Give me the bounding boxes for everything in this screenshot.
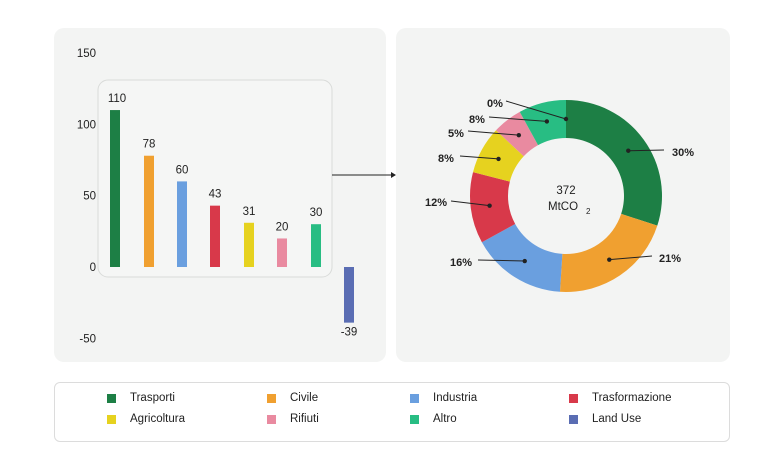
leader-line (450, 200, 490, 207)
donut-percent-label: 12% (425, 197, 447, 209)
bar-agricoltura (244, 222, 254, 267)
leader-dot (487, 203, 492, 208)
legend-label: Trasformazione (592, 392, 672, 404)
leader-dot (563, 116, 569, 122)
leader-dot (544, 119, 550, 124)
donut-slice-industria (481, 223, 563, 292)
legend-item-altro: Altro (410, 411, 457, 427)
leader-line (477, 259, 525, 262)
bar-rifiuti (277, 238, 287, 267)
bar-value-label: 31 (243, 206, 256, 218)
leader-line (628, 149, 665, 152)
donut-center-unit: MtCO (548, 201, 578, 213)
legend-item-trasformazione: Trasformazione (569, 390, 671, 406)
legend: Trasporti Civile Industria Trasformazion… (54, 382, 730, 442)
leader-dot (516, 132, 522, 138)
bar-land-use (344, 267, 354, 323)
donut-center-unit-subscript: 2 (586, 207, 591, 216)
y-tick-label: -50 (79, 333, 96, 345)
bar-value-label: -39 (341, 327, 358, 339)
donut-slice-trasformazione (470, 172, 516, 243)
donut-percent-label: 30% (672, 147, 694, 159)
bar-inset-frame (97, 79, 333, 278)
legend-swatch (569, 393, 578, 403)
donut-percent-label: 0% (487, 98, 503, 110)
legend-item-industria: Industria (410, 390, 477, 406)
legend-label: Altro (433, 413, 457, 425)
legend-item-civile: Civile (267, 390, 318, 406)
leader-line (488, 116, 547, 122)
bar-civile (144, 155, 154, 267)
bar-trasformazione (210, 205, 220, 267)
legend-swatch (569, 414, 578, 424)
leader-dot (496, 156, 501, 162)
legend-item-rifiuti: Rifiuti (267, 411, 319, 427)
donut-percent-label: 16% (450, 257, 472, 269)
donut-slice-trasporti (566, 100, 662, 226)
legend-swatch (107, 393, 116, 403)
leader-line (459, 155, 499, 160)
donut-slice-civile (559, 213, 658, 292)
donut-slice-agricoltura (473, 130, 524, 182)
y-tick-label: 50 (83, 191, 96, 203)
bar-value-label: 20 (276, 221, 289, 233)
legend-label: Trasporti (130, 392, 175, 404)
donut-percent-label: 5% (448, 128, 464, 140)
legend-item-agricoltura: Agricoltura (107, 411, 185, 427)
bar-value-label: 43 (209, 189, 222, 201)
legend-swatch (107, 414, 116, 424)
leader-dot (626, 148, 631, 153)
legend-item-trasporti: Trasporti (107, 390, 175, 406)
leader-line (609, 255, 653, 261)
connector-arrowhead (391, 172, 396, 178)
donut-center-value: 372 (556, 185, 575, 197)
donut-slice-altro (519, 100, 566, 146)
legend-label: Rifiuti (290, 413, 319, 425)
y-tick-label: 0 (90, 262, 96, 274)
donut-percent-label: 8% (469, 114, 485, 126)
leader-line (505, 100, 567, 120)
y-tick-label: 150 (77, 48, 96, 60)
bar-value-label: 110 (108, 93, 126, 105)
donut-chart-panel (396, 28, 730, 362)
legend-item-land-use: Land Use (569, 411, 641, 427)
bar-altro (311, 224, 321, 267)
leader-dot (607, 257, 612, 262)
donut-percent-label: 8% (438, 153, 454, 165)
legend-swatch (267, 393, 276, 403)
bar-industria (177, 181, 187, 267)
leader-dot (522, 258, 527, 264)
leader-line (467, 130, 519, 136)
y-tick-label: 100 (77, 119, 96, 131)
legend-swatch (267, 414, 276, 424)
legend-label: Industria (433, 392, 478, 404)
legend-label: Civile (290, 392, 319, 404)
bar-trasporti (110, 110, 120, 267)
bar-value-label: 78 (143, 139, 156, 151)
legend-label: Agricoltura (130, 413, 185, 425)
legend-swatch (410, 393, 419, 403)
donut-percent-label: 21% (659, 253, 681, 265)
bar-value-label: 60 (176, 164, 189, 176)
legend-swatch (410, 414, 419, 424)
legend-label: Land Use (592, 413, 642, 425)
bar-value-label: 30 (310, 207, 323, 219)
